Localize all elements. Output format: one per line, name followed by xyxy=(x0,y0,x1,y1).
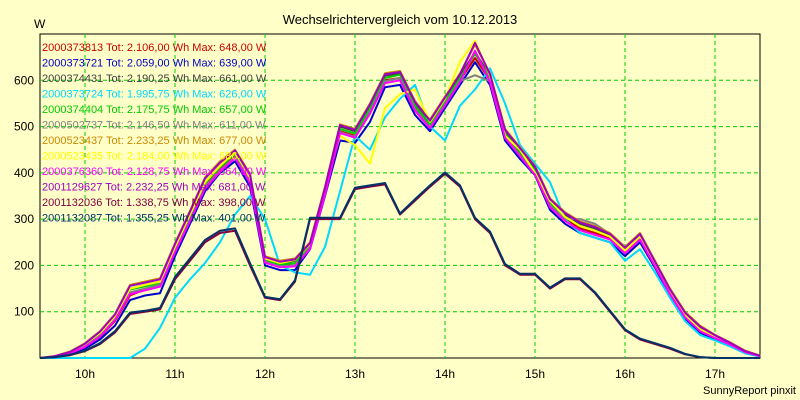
legend-name: 2000373724 xyxy=(42,89,103,101)
chart-footer: SunnyReport pinxit xyxy=(703,385,796,397)
legend-max: Max: 677,00 W xyxy=(189,135,267,147)
series-line-2001129627 xyxy=(39,41,761,359)
legend-entry: 2000374404 Tot: 2.175,75 Wh Max: 657,00 … xyxy=(42,104,267,116)
series-line-2000376360 xyxy=(39,49,761,359)
x-tick-label: 16h xyxy=(615,367,635,381)
legend-total: Tot: 2.232,25 Wh xyxy=(102,182,188,194)
series-line-2000373724 xyxy=(40,67,761,359)
legend-total: Tot: 1.995,75 Wh xyxy=(103,89,189,101)
legend-total: Tot: 2.184,00 Wh xyxy=(103,151,189,163)
x-tick-label: 13h xyxy=(345,367,365,381)
legend-total: Tot: 2.128,75 Wh xyxy=(103,166,189,178)
x-tick-label: 11h xyxy=(165,367,184,381)
legend-name: 2001129627 xyxy=(42,182,102,194)
y-tick-label: 600 xyxy=(14,73,34,87)
legend-total: Tot: 2.059,00 Wh xyxy=(103,58,189,70)
y-tick-label: 400 xyxy=(14,166,34,180)
legend-entry: 2000374431 Tot: 2.190,25 Wh Max: 661,00 … xyxy=(42,73,267,85)
legend-entry: 2000523437 Tot: 2.233,25 Wh Max: 677,00 … xyxy=(42,135,267,147)
legend-name: 2000502737 xyxy=(42,120,103,132)
legend-max: Max: 639,00 W xyxy=(189,58,267,70)
legend-total: Tot: 2.106,00 Wh xyxy=(103,42,189,54)
x-tick-label: 17h xyxy=(705,367,725,381)
legend-total: Tot: 2.146,50 Wh xyxy=(103,120,189,132)
legend-total: Tot: 2.233,25 Wh xyxy=(103,135,189,147)
legend-max: Max: 626,00 W xyxy=(189,89,267,101)
legend-entry: 2000373724 Tot: 1.995,75 Wh Max: 626,00 … xyxy=(42,89,267,101)
y-tick-label: 100 xyxy=(14,305,34,319)
legend-name: 2001132036 xyxy=(42,197,102,209)
legend-entry: 2001132036 Tot: 1.338,75 Wh Max: 398,00 … xyxy=(42,197,266,209)
legend-max: Max: 664,00 W xyxy=(189,166,267,178)
legend-entry: 2001132087 Tot: 1.355,25 Wh Max: 401,00 … xyxy=(42,213,266,225)
legend-name: 2001132087 xyxy=(42,213,102,225)
legend-max: Max: 686,00 W xyxy=(189,151,267,163)
legend-name: 2000523435 xyxy=(42,151,103,163)
legend-name: 2000374404 xyxy=(42,104,103,116)
legend-max: Max: 401,00 W xyxy=(188,213,266,225)
legend-entry: 2000523435 Tot: 2.184,00 Wh Max: 686,00 … xyxy=(42,151,267,163)
x-tick-label: 15h xyxy=(525,367,545,381)
plot-area xyxy=(39,33,761,359)
legend-name: 2000373721 xyxy=(42,58,103,70)
legend-max: Max: 661,00 W xyxy=(189,73,267,85)
legend-entry: 2000373813 Tot: 2.106,00 Wh Max: 648,00 … xyxy=(42,42,267,54)
legend-max: Max: 657,00 W xyxy=(189,104,267,116)
x-tick-label: 12h xyxy=(255,367,275,381)
legend-max: Max: 611,00 W xyxy=(189,120,266,132)
series-line-2000523435 xyxy=(39,39,761,359)
legend-name: 2000376360 xyxy=(42,166,103,178)
chart-title: Wechselrichtervergleich vom 10.12.2013 xyxy=(283,12,518,27)
legend-max: Max: 681,00 W xyxy=(188,182,266,194)
legend-entry: 2000376360 Tot: 2.128,75 Wh Max: 664,00 … xyxy=(42,166,267,178)
series-line-2000373721 xyxy=(39,61,761,359)
legend-max: Max: 398,00 W xyxy=(188,197,266,209)
legend-total: Tot: 1.338,75 Wh xyxy=(102,197,188,209)
y-tick-label: 200 xyxy=(14,258,34,272)
legend-name: 2000373813 xyxy=(42,42,103,54)
legend-total: Tot: 1.355,25 Wh xyxy=(102,213,188,225)
x-tick-label: 10h xyxy=(75,367,95,381)
y-tick-label: 300 xyxy=(14,212,34,226)
legend-total: Tot: 2.190,25 Wh xyxy=(103,73,189,85)
y-tick-label: 500 xyxy=(14,120,34,134)
legend-entry: 2000373721 Tot: 2.059,00 Wh Max: 639,00 … xyxy=(42,58,267,70)
legend-entry: 2000502737 Tot: 2.146,50 Wh Max: 611,00 … xyxy=(42,120,266,132)
x-tick-label: 14h xyxy=(435,367,455,381)
legend-name: 2000523437 xyxy=(42,135,103,147)
legend-name: 2000374431 xyxy=(42,73,103,85)
legend-entry: 2001129627 Tot: 2.232,25 Wh Max: 681,00 … xyxy=(42,182,266,194)
legend-total: Tot: 2.175,75 Wh xyxy=(103,104,189,116)
series-line-2001132087 xyxy=(39,171,760,359)
y-axis-label: W xyxy=(34,17,46,31)
legend-max: Max: 648,00 W xyxy=(189,42,267,54)
